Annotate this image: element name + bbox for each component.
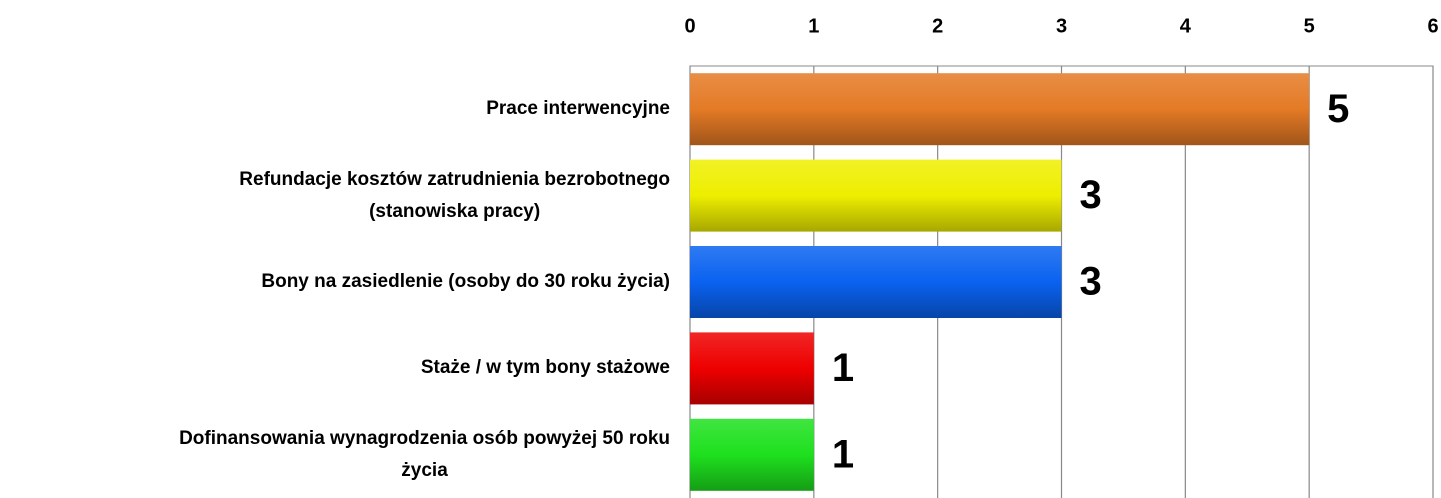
data-label: 1	[832, 432, 854, 476]
y-tick-label: Refundacje kosztów zatrudnienia bezrobot…	[239, 168, 670, 222]
bar	[690, 246, 1062, 318]
x-tick-label: 4	[1180, 15, 1192, 37]
data-label: 3	[1080, 260, 1102, 304]
x-tick-label: 3	[1056, 15, 1067, 37]
x-tick-label: 5	[1304, 15, 1315, 37]
bar	[690, 159, 1062, 232]
data-label: 1	[832, 346, 854, 390]
y-tick-label: Prace interwencyjne	[486, 98, 670, 120]
bar	[690, 418, 814, 491]
y-tick-label: Bony na zasiedlenie (osoby do 30 roku ży…	[261, 271, 670, 292]
x-tick-label: 1	[808, 15, 819, 37]
data-label: 3	[1080, 173, 1102, 217]
y-tick-label: Staże / w tym bony stażowe	[420, 357, 670, 379]
bar	[690, 332, 814, 405]
x-tick-label: 6	[1427, 15, 1438, 37]
y-tick-label: Dofinansowania wynagrodzenia osób powyże…	[179, 427, 670, 481]
bar	[690, 73, 1310, 146]
data-label: 5	[1327, 87, 1349, 131]
x-tick-label: 2	[932, 15, 943, 37]
x-tick-label: 0	[684, 15, 695, 37]
